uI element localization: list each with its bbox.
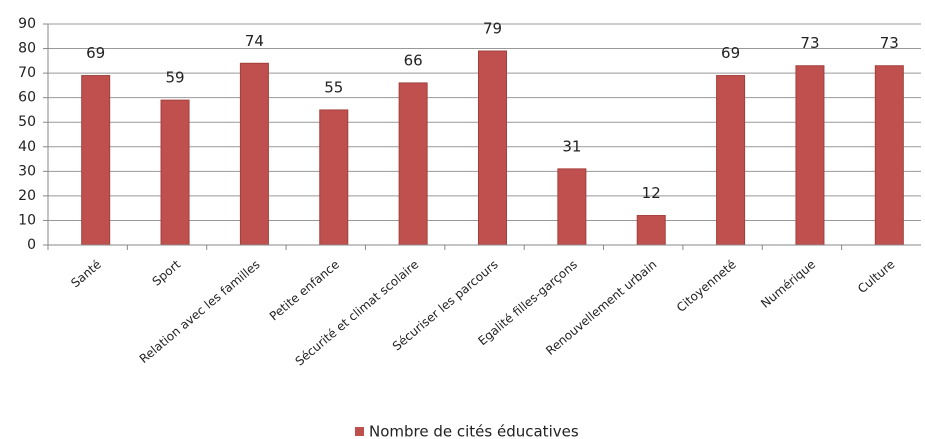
data-label: 79	[483, 20, 502, 38]
legend-label: Nombre de cités éducatives	[369, 423, 579, 439]
bar	[81, 75, 111, 246]
data-label: 66	[404, 51, 423, 69]
y-tick-label: 80	[18, 41, 36, 57]
bar	[716, 75, 746, 246]
x-tick-label: Sport	[150, 257, 184, 289]
bar	[795, 65, 825, 246]
data-label: 74	[245, 32, 264, 50]
bar	[874, 65, 904, 246]
data-label: 31	[562, 137, 581, 155]
data-label: 12	[642, 184, 661, 202]
data-label: 73	[800, 34, 819, 52]
y-tick-label: 30	[18, 163, 36, 179]
data-label: 69	[86, 44, 105, 62]
y-tick-label: 40	[18, 139, 36, 155]
bar	[239, 62, 269, 246]
bar	[557, 168, 587, 246]
data-label: 59	[165, 69, 184, 87]
x-tick-label: Citoyenneté	[674, 257, 739, 315]
bar	[398, 82, 428, 246]
x-tick-label: Petite enfance	[267, 257, 342, 323]
data-label: 69	[721, 44, 740, 62]
bar	[319, 109, 349, 246]
y-tick-label: 60	[18, 90, 36, 106]
x-tick-label: Numérique	[758, 257, 818, 310]
bar	[636, 215, 666, 246]
bar	[160, 99, 190, 246]
x-tick-label: Culture	[855, 257, 897, 296]
x-tick-label: Santé	[68, 257, 104, 290]
y-tick-label: 10	[18, 212, 36, 228]
y-tick-label: 70	[18, 65, 36, 81]
y-tick-label: 0	[27, 237, 36, 253]
data-label: 55	[324, 78, 343, 96]
y-tick-label: 90	[18, 16, 36, 32]
y-tick-label: 20	[18, 188, 36, 204]
data-label: 73	[880, 34, 899, 52]
bar	[478, 50, 507, 246]
legend-swatch	[355, 427, 364, 436]
y-tick-label: 50	[18, 114, 36, 130]
